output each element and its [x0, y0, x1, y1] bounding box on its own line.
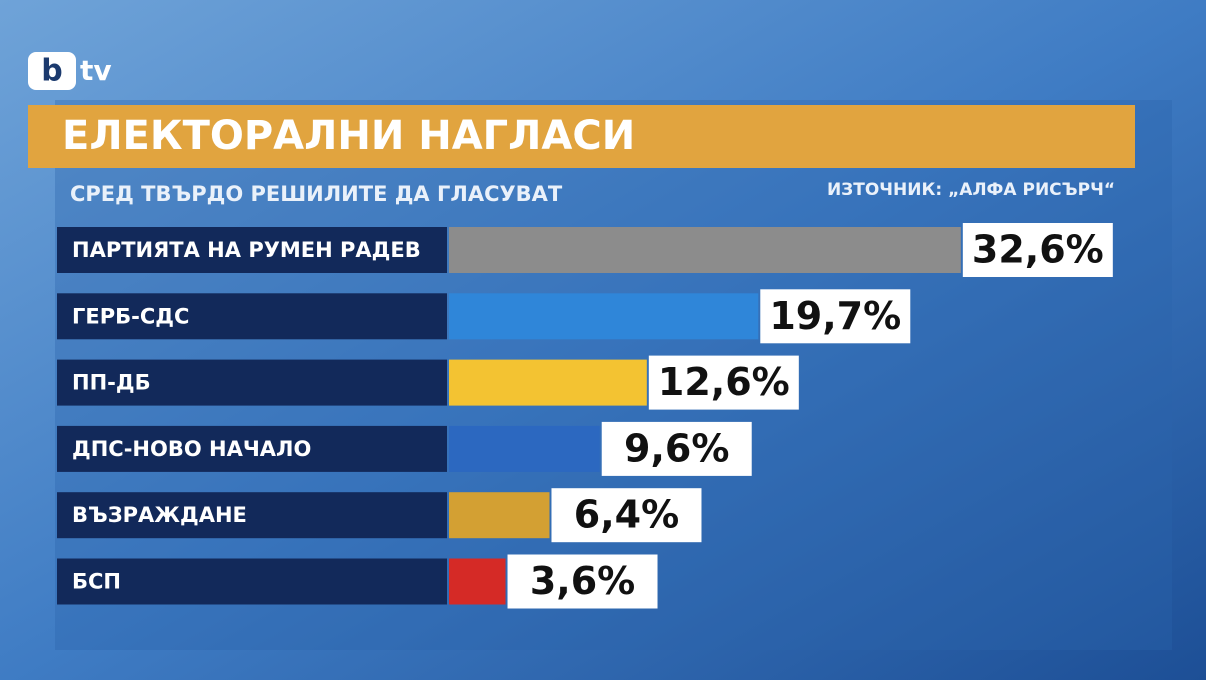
value-box — [601, 421, 752, 476]
bar — [449, 492, 550, 539]
label-box — [57, 359, 447, 406]
value-box — [648, 355, 799, 410]
label-box — [57, 293, 447, 340]
category-label: ПП-ДБ — [72, 371, 151, 395]
logo-mark: b — [41, 54, 62, 89]
label-box — [57, 492, 447, 539]
chart-subtitle: СРЕД ТВЪРДО РЕШИЛИТЕ ДА ГЛАСУВАТ — [70, 182, 563, 206]
value-label: 6,4% — [574, 493, 679, 537]
bar — [449, 359, 647, 406]
title-bar — [28, 105, 1135, 168]
logo-text: tv — [80, 54, 112, 87]
value-box — [962, 223, 1113, 277]
value-label: 12,6% — [658, 360, 790, 404]
bar — [449, 293, 759, 340]
value-label: 32,6% — [972, 228, 1104, 272]
value-box — [551, 488, 702, 543]
value-box — [760, 289, 911, 344]
category-label: ВЪЗРАЖДАНЕ — [72, 503, 247, 527]
source: ИЗТОЧНИК: „АЛФА РИСЪРЧ“ — [827, 180, 1115, 200]
chart-title: ЕЛЕКТОРАЛНИ НАГЛАСИ — [62, 113, 635, 159]
value-box — [507, 554, 658, 609]
bar — [449, 558, 506, 605]
label-box — [57, 425, 447, 472]
category-label: ГЕРБ-СДС — [72, 304, 189, 328]
category-label: БСП — [72, 570, 121, 594]
category-label: ДПС-НОВО НАЧАЛО — [72, 437, 311, 461]
label-box — [57, 558, 447, 605]
label-box — [57, 227, 447, 273]
value-label: 19,7% — [769, 294, 901, 338]
bar — [449, 425, 600, 472]
value-label: 9,6% — [624, 426, 729, 470]
value-label: 3,6% — [530, 559, 635, 603]
category-label: ПАРТИЯТА НА РУМЕН РАДЕВ — [72, 238, 421, 262]
logo-box — [28, 52, 76, 90]
bar — [449, 227, 961, 273]
